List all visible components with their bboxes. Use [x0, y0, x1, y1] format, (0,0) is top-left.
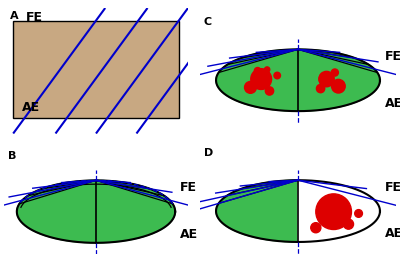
Circle shape [344, 219, 354, 229]
Text: B: B [8, 151, 16, 161]
Circle shape [332, 79, 345, 93]
Text: AE: AE [22, 101, 40, 114]
Text: C: C [204, 17, 212, 27]
Circle shape [316, 84, 325, 93]
Polygon shape [216, 180, 298, 242]
Text: AE: AE [385, 227, 400, 240]
Text: A: A [10, 10, 18, 21]
FancyBboxPatch shape [13, 21, 179, 119]
Circle shape [265, 87, 274, 95]
Polygon shape [17, 180, 175, 243]
Circle shape [319, 71, 334, 87]
Circle shape [244, 81, 256, 93]
Circle shape [311, 223, 321, 233]
Circle shape [331, 69, 338, 76]
Circle shape [316, 194, 352, 230]
Text: FE: FE [385, 181, 400, 194]
Circle shape [355, 210, 362, 217]
Text: D: D [204, 148, 213, 158]
Text: FE: FE [180, 181, 197, 194]
Circle shape [254, 68, 261, 74]
Text: FE: FE [26, 11, 43, 23]
Polygon shape [298, 180, 380, 242]
Circle shape [251, 69, 272, 89]
Polygon shape [216, 49, 380, 111]
Text: FE: FE [385, 50, 400, 63]
Circle shape [264, 67, 270, 72]
Circle shape [274, 72, 280, 79]
Text: AE: AE [180, 228, 198, 241]
Text: AE: AE [385, 96, 400, 109]
